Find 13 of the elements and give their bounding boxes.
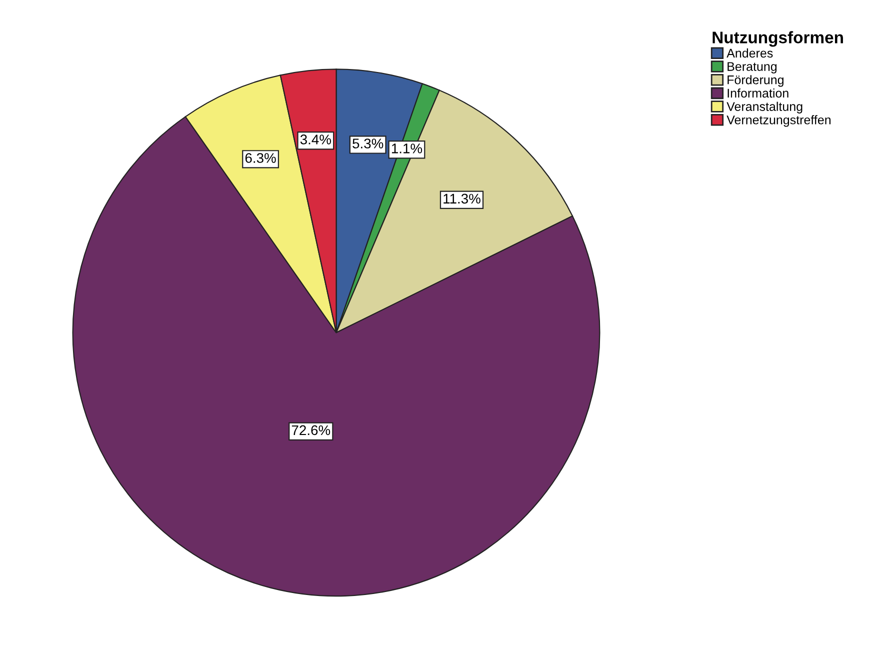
legend-label: Beratung: [728, 62, 777, 74]
data-label: 72.6%: [292, 425, 330, 436]
legend-label: Information: [728, 88, 788, 98]
data-label: 6.3%: [245, 153, 276, 163]
data-label: 11.3%: [444, 194, 480, 204]
legend-label: Förderung: [728, 75, 784, 87]
data-label: 1.1%: [392, 144, 422, 154]
legend-title: Nutzungsformen: [712, 31, 843, 47]
data-label: 5.3%: [352, 138, 384, 148]
data-label: 3.4%: [300, 134, 332, 144]
legend-label: Anderes: [726, 48, 773, 58]
legend-label: Vernetzungstreffen: [726, 115, 831, 127]
legend-label: Veranstaltung: [726, 102, 802, 114]
